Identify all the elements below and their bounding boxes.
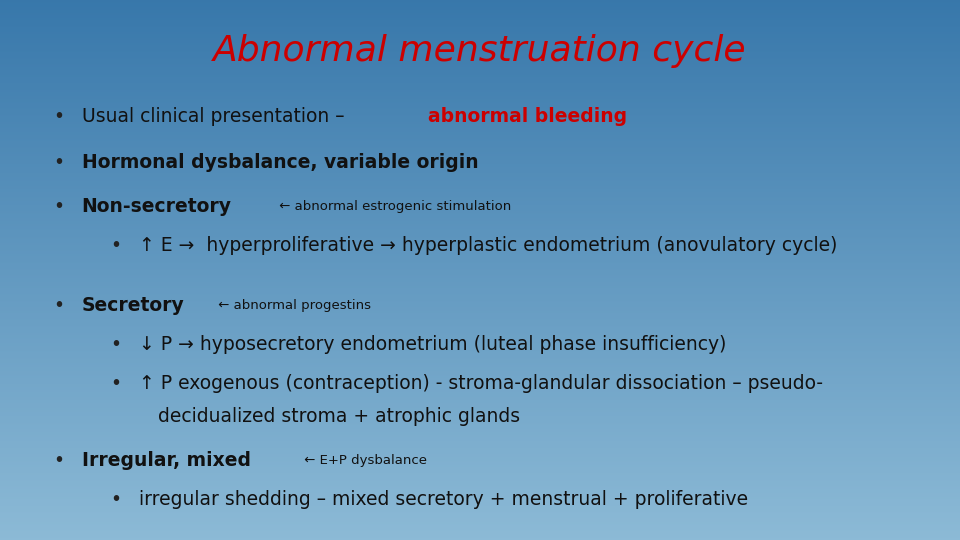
Text: ← E+P dysbalance: ← E+P dysbalance [300,454,426,467]
Text: ↓ P → hyposecretory endometrium (luteal phase insufficiency): ↓ P → hyposecretory endometrium (luteal … [139,335,727,354]
Text: Usual clinical presentation –: Usual clinical presentation – [82,106,350,126]
Text: •: • [53,152,64,172]
Text: Secretory: Secretory [82,295,184,315]
Text: •: • [110,490,122,509]
Text: Non-secretory: Non-secretory [82,197,231,216]
Text: •: • [53,106,64,126]
Text: ↑ E →  hyperproliferative → hyperplastic endometrium (anovulatory cycle): ↑ E → hyperproliferative → hyperplastic … [139,236,837,255]
Text: •: • [110,335,122,354]
Text: •: • [53,197,64,216]
Text: ← abnormal progestins: ← abnormal progestins [214,299,372,312]
Text: abnormal bleeding: abnormal bleeding [428,106,627,126]
Text: •: • [53,450,64,470]
Text: •: • [110,374,122,393]
Text: •: • [110,236,122,255]
Text: irregular shedding – mixed secretory + menstrual + proliferative: irregular shedding – mixed secretory + m… [139,490,749,509]
Text: •: • [53,295,64,315]
Text: ← abnormal estrogenic stimulation: ← abnormal estrogenic stimulation [276,200,512,213]
Text: decidualized stroma + atrophic glands: decidualized stroma + atrophic glands [158,407,520,427]
Text: Hormonal dysbalance, variable origin: Hormonal dysbalance, variable origin [82,152,478,172]
Text: Abnormal menstruation cycle: Abnormal menstruation cycle [213,35,747,68]
Text: ↑ P exogenous (contraception) - stroma-glandular dissociation – pseudo-: ↑ P exogenous (contraception) - stroma-g… [139,374,824,393]
Text: Irregular, mixed: Irregular, mixed [82,450,251,470]
